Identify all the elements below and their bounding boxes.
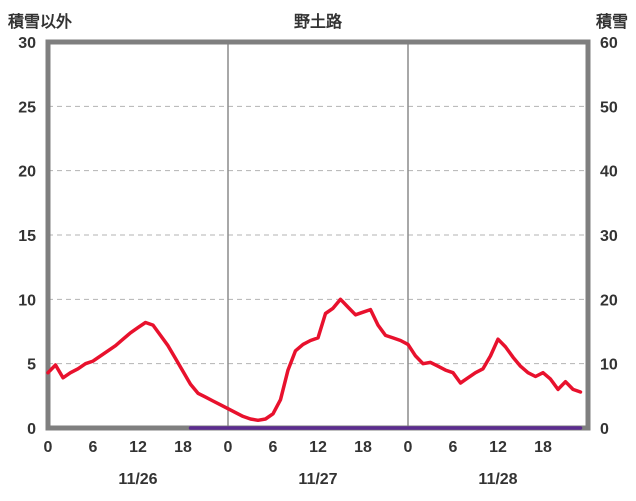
right-axis-tick: 30	[600, 228, 618, 245]
left-axis-tick: 25	[18, 99, 36, 116]
right-axis-tick: 50	[600, 99, 618, 116]
right-axis-tick: 40	[600, 164, 618, 181]
x-axis-tick: 18	[174, 439, 192, 456]
right-axis-tick: 60	[600, 35, 618, 52]
left-axis-tick: 10	[18, 292, 36, 309]
right-axis-tick: 20	[600, 292, 618, 309]
non-snow-series-line	[46, 297, 583, 423]
x-axis-tick: 6	[89, 439, 98, 456]
date-label: 11/26	[118, 471, 157, 488]
x-axis-tick: 0	[404, 439, 413, 456]
x-axis-tick: 12	[129, 439, 147, 456]
chart-title: 野土路	[293, 14, 343, 31]
x-axis-tick: 18	[534, 439, 552, 456]
x-axis-tick: 12	[309, 439, 327, 456]
x-axis-tick: 12	[489, 439, 507, 456]
x-axis-tick: 0	[44, 439, 53, 456]
left-axis-title: 積雪以外	[8, 14, 73, 31]
left-axis-tick: 20	[18, 164, 36, 181]
x-axis-tick: 0	[224, 439, 233, 456]
x-axis-tick: 6	[269, 439, 278, 456]
right-axis-tick: 10	[600, 357, 618, 374]
date-label: 11/27	[298, 471, 337, 488]
left-axis-tick: 5	[27, 357, 36, 374]
left-axis-tick: 0	[27, 421, 36, 438]
x-axis-tick: 18	[354, 439, 372, 456]
left-axis-tick: 30	[18, 35, 36, 52]
right-axis-title: 積雪	[595, 14, 628, 31]
x-axis-tick: 6	[449, 439, 458, 456]
right-axis-tick: 0	[600, 421, 609, 438]
date-label: 11/28	[478, 471, 517, 488]
left-axis-tick: 15	[18, 228, 36, 245]
